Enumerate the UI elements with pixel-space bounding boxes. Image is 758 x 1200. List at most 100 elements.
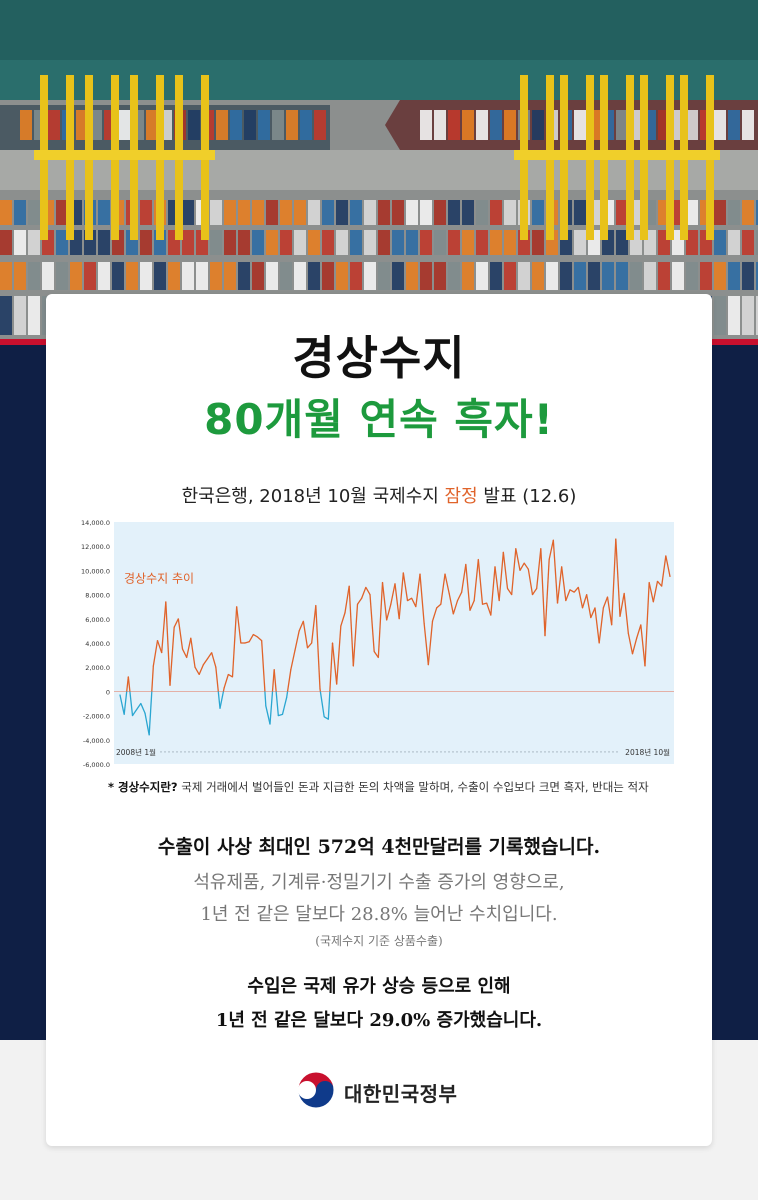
container-block: [322, 200, 334, 225]
data-point: [423, 623, 425, 625]
data-point: [602, 607, 604, 609]
container-block: [700, 262, 712, 290]
series-segment: [465, 564, 471, 611]
container-block: [406, 262, 418, 290]
container-block: [14, 262, 26, 290]
data-point: [269, 723, 271, 725]
series-segment: [302, 621, 309, 648]
y-tick-label: 4,000.0: [85, 640, 110, 648]
series-segment: [369, 594, 375, 652]
data-point: [236, 606, 238, 608]
series-segment: [661, 555, 667, 587]
crane-beam: [674, 150, 720, 160]
series-segment: [315, 605, 321, 690]
data-point: [323, 716, 325, 718]
container-block: [448, 262, 460, 290]
container-block: [224, 230, 236, 255]
data-point: [569, 589, 571, 591]
container-block: [224, 200, 236, 225]
container-block: [300, 110, 312, 140]
container-block: [532, 230, 544, 255]
series-segment: [523, 562, 529, 570]
y-tick-label: -4,000.0: [83, 737, 110, 745]
data-point: [565, 600, 567, 602]
data-point: [552, 539, 554, 541]
series-segment: [598, 607, 604, 644]
series-segment: [236, 606, 242, 644]
series-segment: [261, 640, 266, 692]
series-segment: [331, 642, 338, 685]
data-point: [631, 653, 634, 655]
y-tick-label: 6,000.0: [85, 616, 110, 624]
data-point: [586, 594, 588, 596]
data-point: [119, 694, 121, 696]
container-block: [434, 200, 446, 225]
series-segment: [156, 640, 163, 653]
sea-area-dark: [0, 0, 758, 60]
data-point: [290, 669, 292, 671]
container-block: [14, 296, 26, 335]
data-point: [244, 642, 246, 644]
container-block: [28, 230, 40, 255]
current-account-chart: 14,000.0 12,000.0 10,000.0 8,000.0 6,000.0 4,…: [46, 516, 712, 776]
series-segment: [152, 640, 159, 667]
series-segment: [527, 569, 534, 595]
container-block: [238, 262, 250, 290]
data-point: [386, 619, 388, 621]
container-block: [0, 296, 12, 335]
container-block: [406, 230, 418, 255]
container-block: [140, 230, 152, 255]
series-segment: [627, 633, 634, 655]
series-segment: [648, 582, 654, 602]
y-tick-label: -2,000.0: [83, 713, 110, 721]
container-block: [476, 200, 488, 225]
container-block: [98, 230, 110, 255]
container-block: [672, 262, 684, 290]
data-point: [356, 603, 359, 605]
page-headline: 80개월 연속 흑자!: [204, 395, 554, 444]
series-segment: [448, 593, 454, 615]
container-block: [314, 110, 326, 140]
series-segment: [486, 602, 492, 616]
data-point: [169, 684, 171, 686]
container-block: [756, 296, 758, 335]
data-point: [256, 636, 259, 638]
container-block: [308, 262, 320, 290]
series-segment: [602, 596, 609, 609]
data-point: [340, 625, 342, 627]
container-block: [392, 262, 404, 290]
series-segment: [386, 604, 392, 621]
body-line-export-reason: 석유제품, 기계류·정밀기기 수출 증가의 영향으로,: [193, 872, 565, 893]
data-point: [556, 602, 559, 604]
data-point: [352, 665, 354, 667]
data-point: [498, 600, 500, 602]
series-segment: [519, 562, 525, 571]
data-point: [348, 585, 350, 587]
container-block: [336, 200, 348, 225]
series-segment: [161, 601, 167, 653]
series-segment: [586, 594, 592, 618]
footnote-term: * 경상수지란?: [108, 780, 178, 794]
series-segment: [502, 552, 509, 589]
data-point: [644, 665, 646, 667]
container-block: [286, 110, 298, 140]
data-point: [598, 642, 600, 644]
series-segment: [402, 572, 409, 601]
series-segment: [275, 691, 279, 716]
data-point: [665, 555, 667, 557]
data-point: [152, 665, 154, 667]
series-segment: [494, 566, 500, 601]
data-point: [606, 596, 609, 598]
container-block: [182, 262, 194, 290]
series-segment: [565, 589, 571, 601]
series-segment: [202, 658, 209, 666]
y-tick-label: 8,000.0: [85, 592, 110, 600]
container-block: [98, 262, 110, 290]
container-block: [616, 230, 628, 255]
series-segment: [290, 650, 296, 670]
series-segment: [544, 559, 550, 636]
subtitle-post: 발표 (12.6): [477, 486, 577, 507]
series-segment: [381, 582, 388, 621]
crane-beam: [169, 150, 215, 160]
container-block: [252, 200, 264, 225]
